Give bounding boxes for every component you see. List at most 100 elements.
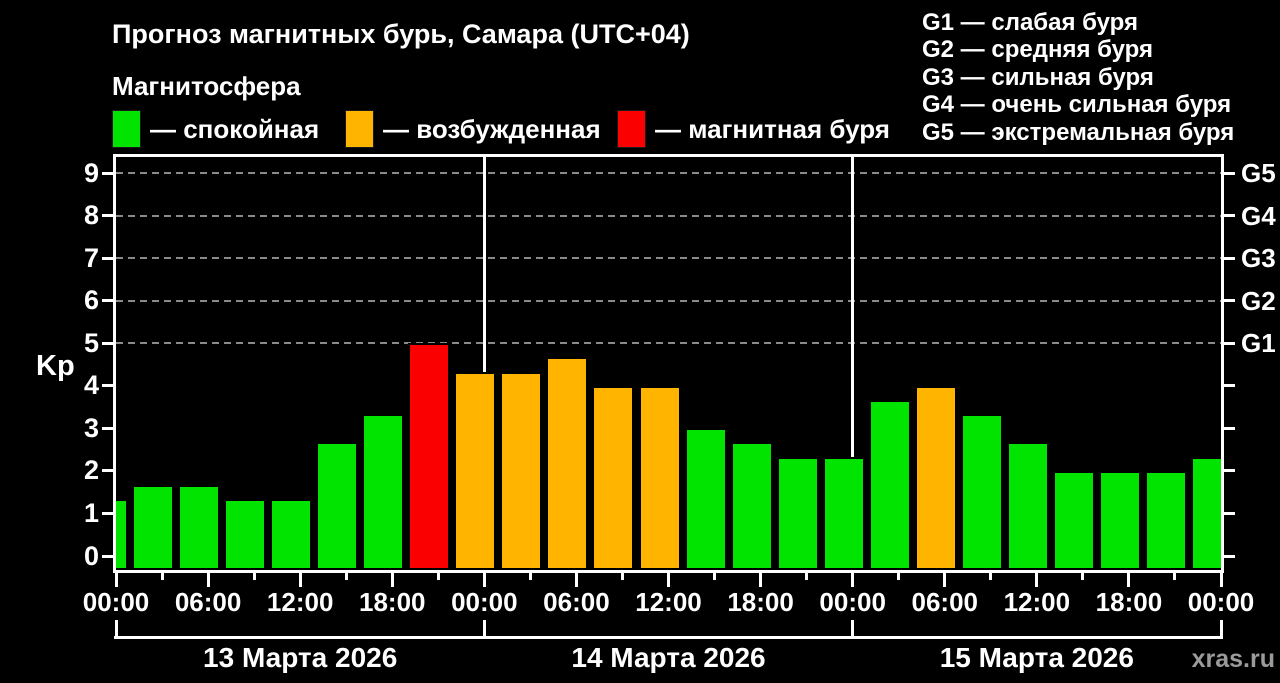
x-tick <box>805 573 809 580</box>
legend-swatch-quiet <box>112 110 141 148</box>
kp-bar-excited <box>500 371 543 570</box>
x-tick-label: 00:00 <box>451 587 518 617</box>
g-scale-tick-label: G5 <box>1241 158 1276 189</box>
y-tick-left <box>102 256 113 260</box>
kp-bar-quiet <box>270 499 313 570</box>
y-tick-label: 3 <box>83 412 99 443</box>
legend-label-excited: — возбужденная <box>383 114 601 144</box>
y-tick-label: 4 <box>83 370 99 401</box>
kp-bar-excited <box>914 385 957 570</box>
y-tick-left <box>102 469 113 473</box>
date-label: 13 Марта 2026 <box>203 642 398 673</box>
y-tick-right <box>1224 511 1235 515</box>
y-tick-right <box>1224 554 1235 558</box>
date-bracket-line <box>114 636 1223 639</box>
legend-swatch-storm <box>617 110 646 148</box>
date-bracket-tick <box>114 620 118 637</box>
x-tick <box>528 573 532 580</box>
kp-bar-storm <box>408 343 451 570</box>
kp-bar-quiet <box>116 499 128 570</box>
date-bracket-tick <box>482 620 486 637</box>
kp-bar-quiet <box>730 442 773 570</box>
kp-bar-quiet <box>1006 442 1049 570</box>
y-axis-label: Kp <box>36 350 75 382</box>
x-tick <box>1035 573 1039 587</box>
kp-bar-excited <box>454 371 497 570</box>
x-tick-label: 12:00 <box>635 587 702 617</box>
x-tick-label: 00:00 <box>819 587 886 617</box>
y-tick-label: 7 <box>83 242 99 273</box>
y-tick-left <box>102 384 113 388</box>
x-tick <box>713 573 717 580</box>
x-tick <box>620 573 624 580</box>
x-tick <box>1081 573 1085 580</box>
x-tick <box>667 573 670 587</box>
storm-scale-legend: G1 — слабая буря G2 — средняя буря G3 — … <box>922 9 1234 146</box>
g-scale-tick-label: G4 <box>1241 200 1276 231</box>
gridline-kp9 <box>116 172 1221 175</box>
x-tick <box>1219 573 1223 587</box>
gridline-kp6 <box>116 299 1221 302</box>
x-tick <box>344 573 348 580</box>
kp-bar-quiet <box>224 499 267 570</box>
y-tick-right <box>1224 299 1235 303</box>
y-tick-label: 9 <box>83 157 99 188</box>
kp-bar-quiet <box>1191 456 1221 570</box>
legend-label-quiet: — спокойная <box>150 114 320 144</box>
gridline-kp7 <box>116 257 1221 260</box>
x-tick-label: 06:00 <box>911 587 979 617</box>
g-scale-tick-label: G2 <box>1241 285 1276 316</box>
date-label: 14 Марта 2026 <box>571 642 766 673</box>
y-tick-right <box>1224 256 1235 260</box>
watermark: xras.ru <box>1191 645 1275 673</box>
y-tick-left <box>102 426 113 430</box>
kp-bar-quiet <box>178 484 221 570</box>
kp-bar-quiet <box>822 456 865 570</box>
day-separator <box>851 157 855 570</box>
date-label: 15 Марта 2026 <box>939 642 1134 673</box>
storm-scale-g5: G5 — экстремальная буря <box>922 118 1235 146</box>
y-tick-right <box>1224 214 1235 218</box>
kp-bar-quiet <box>132 484 175 570</box>
y-tick-left <box>102 299 113 303</box>
page-title: Прогноз магнитных бурь, Самара (UTC+04) <box>112 19 690 49</box>
y-tick-right <box>1224 426 1235 430</box>
y-tick-label: 8 <box>83 200 99 231</box>
kp-bar-quiet <box>1098 470 1141 570</box>
kp-bar-quiet <box>1144 470 1187 570</box>
storm-scale-g2: G2 — средняя буря <box>922 36 1153 64</box>
x-tick <box>482 573 486 587</box>
kp-bar-quiet <box>960 414 1003 570</box>
x-tick <box>252 573 256 580</box>
kp-bar-quiet <box>868 399 911 570</box>
x-tick-label: 18:00 <box>1095 587 1163 617</box>
x-tick <box>114 573 118 587</box>
y-tick-right <box>1224 171 1235 175</box>
y-tick-label: 5 <box>83 327 99 358</box>
x-tick <box>298 573 302 587</box>
kp-bar-excited <box>546 357 589 570</box>
y-tick-left <box>102 214 113 218</box>
x-tick <box>897 573 901 580</box>
y-tick-left <box>102 554 113 558</box>
date-bracket-tick <box>1219 620 1223 637</box>
y-tick-right <box>1224 341 1235 345</box>
storm-scale-g1: G1 — слабая буря <box>922 9 1139 36</box>
x-tick-label: 12:00 <box>266 587 334 617</box>
y-tick-right <box>1224 384 1235 388</box>
x-tick-label: 00:00 <box>1187 587 1255 617</box>
y-tick-right <box>1224 469 1235 473</box>
x-tick <box>436 573 440 580</box>
kp-bar-excited <box>592 385 635 570</box>
kp-bar-excited <box>638 385 681 570</box>
y-tick-left <box>102 171 113 175</box>
x-tick <box>390 573 394 587</box>
x-tick <box>160 573 164 580</box>
day-separator <box>482 157 486 570</box>
x-tick <box>759 573 763 587</box>
storm-scale-g3: G3 — сильная буря <box>922 63 1154 91</box>
y-tick-label: 1 <box>83 497 99 528</box>
x-tick-label: 06:00 <box>174 587 242 617</box>
x-tick <box>989 573 993 580</box>
